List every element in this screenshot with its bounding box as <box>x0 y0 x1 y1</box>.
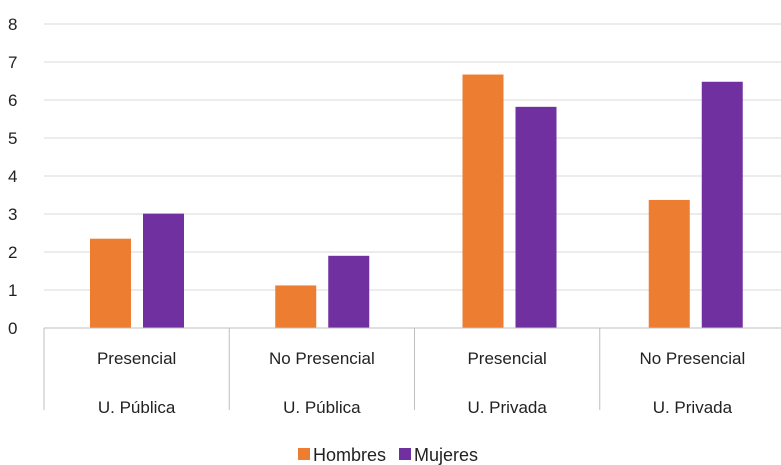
y-tick-label: 5 <box>8 129 17 148</box>
y-tick-label: 8 <box>8 15 17 34</box>
legend-swatch-mujeres <box>399 448 411 460</box>
bar-hombres <box>648 199 690 328</box>
legend-label-mujeres: Mujeres <box>414 445 478 465</box>
bars <box>90 74 743 328</box>
bar-hombres <box>462 74 504 328</box>
x-axis: Presencial U. Pública No Presencial U. Públ… <box>43 327 781 417</box>
y-tick-label: 6 <box>8 91 17 110</box>
x-tick-label: No Presencial <box>269 349 375 368</box>
bar-mujeres <box>515 106 557 328</box>
bar-hombres <box>90 238 131 328</box>
y-tick-label: 7 <box>8 53 17 72</box>
x-tick-label: Presencial <box>467 349 546 368</box>
legend: Hombres Mujeres <box>298 445 478 465</box>
y-axis-tick-labels: 0 1 2 3 4 5 6 7 8 <box>8 15 17 338</box>
x-tick-label: No Presencial <box>639 349 745 368</box>
y-tick-label: 0 <box>8 319 17 338</box>
x-tick-group-label: U. Pública <box>283 398 361 417</box>
x-tick-group-label: U. Privada <box>467 398 547 417</box>
legend-label-hombres: Hombres <box>313 445 386 465</box>
y-tick-label: 2 <box>8 243 17 262</box>
bar-mujeres <box>328 255 370 328</box>
y-tick-label: 1 <box>8 281 17 300</box>
x-tick-label: Presencial <box>97 349 176 368</box>
x-tick-group-label: U. Pública <box>98 398 176 417</box>
bar-hombres <box>275 285 317 328</box>
legend-swatch-hombres <box>298 448 310 460</box>
y-tick-label: 3 <box>8 205 17 224</box>
y-tick-label: 4 <box>8 167 17 186</box>
bar-mujeres <box>701 81 743 328</box>
x-tick-group-label: U. Privada <box>653 398 733 417</box>
bar-mujeres <box>143 213 184 328</box>
